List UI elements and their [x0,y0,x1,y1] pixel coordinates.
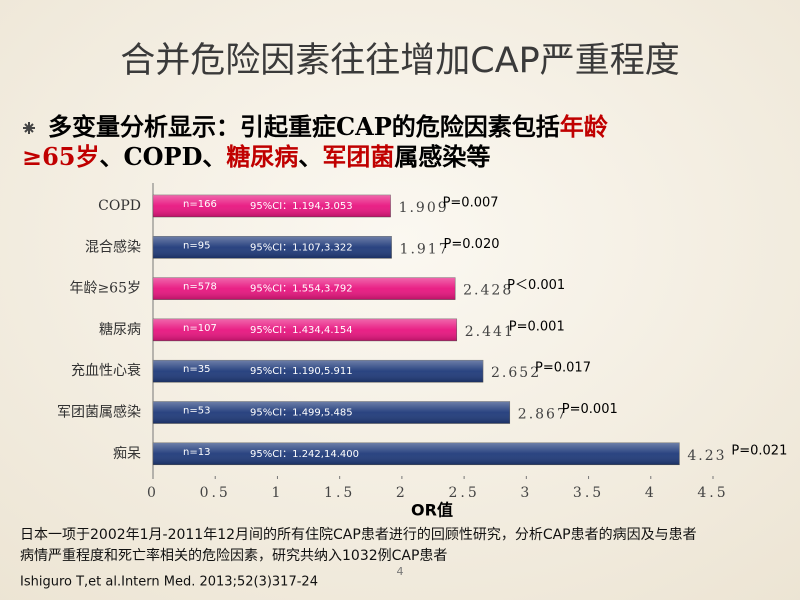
footnote: 日本一项于2002年1月-2011年12月间的所有住院CAP患者进行的回顾性研究… [20,527,697,543]
x-tick-label: 1.5 [324,485,355,501]
ci-label: 95%CI：1.499,5.485 [250,408,353,419]
bullet-segment: 糖尿病 [226,142,298,171]
bullet-icon [23,122,35,134]
bullet-segment: 、 [298,142,322,171]
y-tick-label: COPD [98,198,141,214]
value-label: 2.441 [465,324,515,340]
value-label: 2.867 [518,407,568,423]
bar-highlight [153,195,391,217]
ci-label: 95%CI：1.554,3.792 [250,284,353,295]
x-tick-label: 4.5 [697,485,728,501]
bullet-segment: 军团菌 [322,142,394,171]
ci-label: 95%CI：1.242,14.400 [250,449,359,460]
p-label: P=0.021 [731,443,787,458]
value-label: 1.909 [399,200,449,216]
p-label: P=0.020 [444,237,500,252]
n-label: n=35 [183,364,210,375]
ci-label: 95%CI：1.434,4.154 [250,325,353,336]
footnote: 病情严重程度和死亡率相关的危险因素，研究共纳入1032例CAP患者 [20,547,447,564]
bullet-segment: ≥65岁 [22,142,100,171]
n-label: n=95 [183,240,210,251]
y-tick-label: 糖尿病 [99,322,141,338]
x-tick-label: 0.5 [200,485,231,501]
bullet-line: ≥65岁、COPD、糖尿病、军团菌属感染等 [22,142,490,171]
p-label: P=0.007 [443,196,499,211]
value-label: 1.917 [400,241,450,257]
bullet-text: 多变量分析显示：引起重症CAP的危险因素包括年龄≥65岁、COPD、糖尿病、军团… [22,112,609,171]
n-label: n=107 [183,323,217,334]
p-label: P=0.001 [562,402,618,417]
x-tick-label: 3 [520,485,532,501]
p-label: P＜0.001 [507,278,565,293]
chart: 0 0.5 1 1.5 2 2.5 3 3.5 4 4.5 OR值 COPD n=166 95%CI：1.… [57,183,787,520]
x-axis-label: OR值 [411,501,453,520]
bar-highlight [153,277,456,300]
citation: Ishiguro T,et al.Intern Med. 2013;52(3)3… [20,575,318,590]
x-tick-label: 0 [147,485,159,501]
bullet-line: 多变量分析显示：引起重症CAP的危险因素包括年龄 [48,112,609,141]
n-label: n=53 [183,406,210,417]
n-label: n=166 [183,199,217,210]
x-tick-label: 3.5 [573,485,604,501]
bar-highlight [153,442,680,465]
value-label: 2.428 [463,283,513,299]
bullet-segment: 属感染等 [394,142,490,171]
p-label: P=0.001 [509,319,565,334]
bar-highlight [153,401,510,424]
n-label: n=13 [183,447,210,458]
value-label: 4.23 [687,448,726,464]
ci-label: 95%CI：1.190,5.911 [250,366,353,377]
bullet-segment: 、COPD、 [100,142,227,171]
value-label: 2.652 [491,365,541,381]
bar-highlight [153,318,457,341]
y-tick-label: 痴呆 [113,446,141,462]
ci-label: 95%CI：1.107,3.322 [250,242,353,253]
x-tick-label: 2.5 [448,485,479,501]
p-label: P=0.017 [535,361,591,376]
y-tick-label: 年龄≥65岁 [69,281,141,297]
bar-highlight [153,236,392,259]
page-number: 4 [397,565,404,578]
y-tick-label: 混合感染 [85,238,141,255]
bar-highlight [153,360,484,383]
x-tick-label: 1 [271,485,283,501]
slide-title: 合并危险因素往往增加CAP严重程度 [120,41,680,81]
y-tick-label: 军团菌属感染 [57,404,141,421]
x-tick-label: 2 [396,485,408,501]
x-tick-label: 4 [645,485,657,501]
bullet-segment: 多变量分析显示：引起重症CAP的危险因素包括 [48,112,560,141]
n-label: n=578 [183,282,217,293]
y-tick-label: 充血性心衰 [71,362,141,379]
bullet-segment: 年龄 [560,112,609,141]
ci-label: 95%CI：1.194,3.053 [250,201,353,212]
